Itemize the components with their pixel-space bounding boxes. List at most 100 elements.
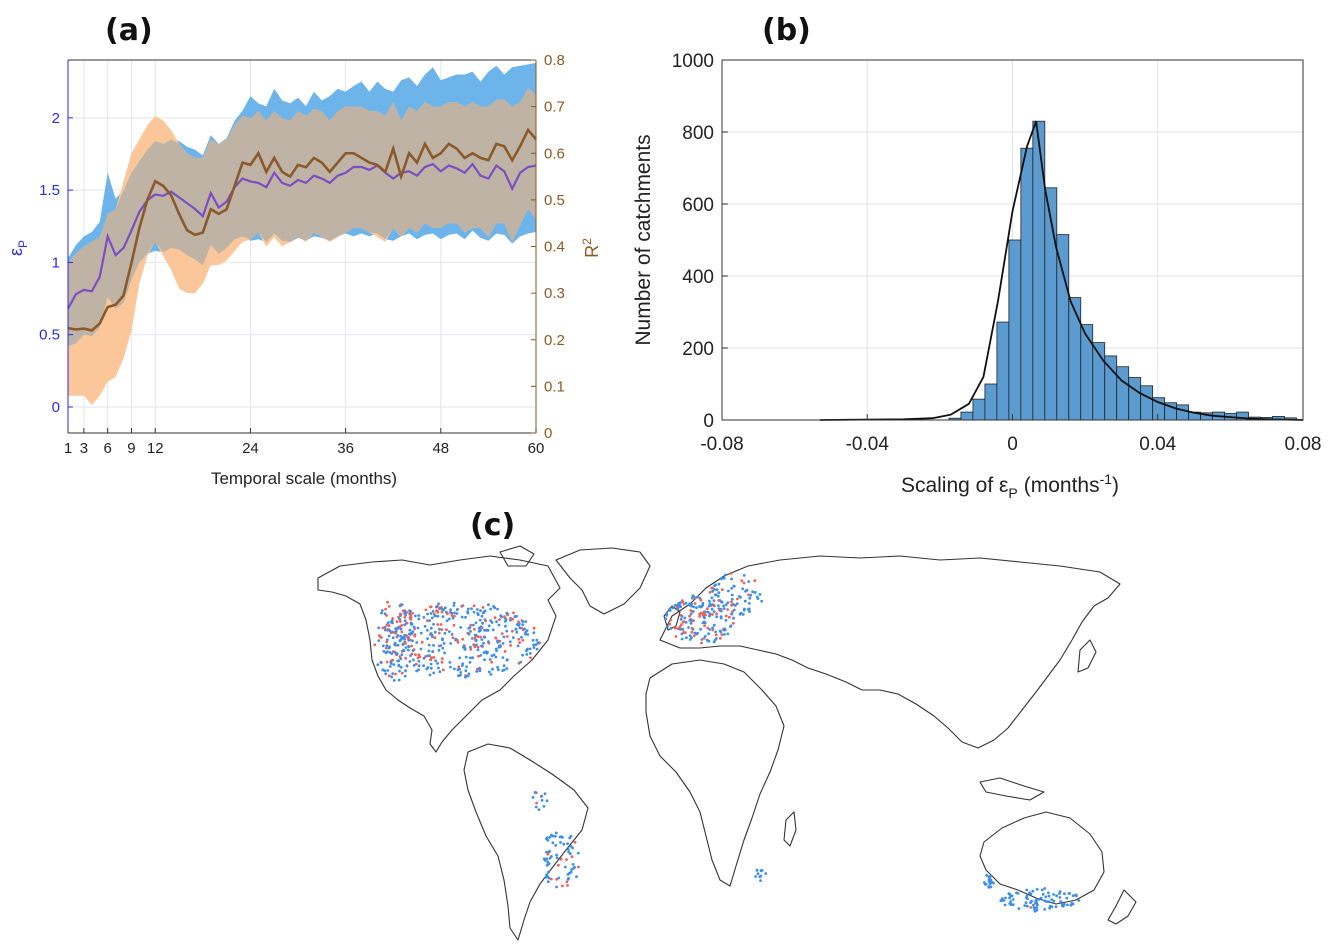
catchment-dot-751 [742,574,746,577]
catchment-dot-407 [451,636,455,640]
catchment-dot-726 [715,588,719,592]
catchment-dot-379 [485,651,489,655]
continent-australia [979,811,1105,905]
catchment-dot-876 [1043,908,1047,911]
catchment-dot-699 [673,626,677,630]
catchment-dot-970 [534,805,538,809]
catchment-dot-219 [501,669,504,672]
catchment-dot-696 [678,604,682,607]
catchment-dot-648 [693,631,697,635]
catchment-dot-250 [516,644,520,648]
catchment-dot-948 [987,885,990,888]
catchment-dot-949 [987,878,991,882]
catchment-dot-226 [517,637,521,641]
catchment-dot-150 [457,674,460,678]
catchment-dot-759 [713,584,717,587]
catchment-dot-628 [708,628,712,631]
catchment-dot-559 [679,617,683,621]
catchment-dot-687 [702,620,706,624]
catchment-dot-213 [535,647,539,651]
catchment-dot-720 [741,587,744,591]
catchment-dot-967 [540,794,543,798]
catchment-dot-958 [756,872,760,876]
panel-a-xtick-0: 1 [64,440,72,457]
catchment-dot-926 [1033,909,1037,913]
catchment-dot-477 [396,643,400,647]
island-new-zealand [1107,889,1137,925]
catchment-dot-888 [1044,895,1048,899]
catchment-dot-531 [700,638,704,641]
catchment-dot-548 [714,633,718,637]
catchment-dot-97 [519,660,523,664]
catchment-dot-647 [679,613,683,617]
catchment-dot-883 [1071,894,1075,898]
catchment-dot-500 [406,635,410,639]
catchment-dot-653 [693,602,697,605]
catchment-dot-610 [680,627,684,631]
catchment-dot-444 [383,669,387,673]
catchment-dot-394 [496,607,499,611]
catchment-dot-846 [1059,900,1062,903]
catchment-dot-311 [532,646,536,649]
catchment-dot-365 [463,647,467,650]
catchment-dot-378 [476,612,480,615]
panel-a-r2-line [67,127,537,332]
catchment-dot-750 [756,597,760,600]
panel-label-c: (c) [470,508,515,543]
catchment-dot-403 [429,605,432,609]
catchment-dot-105 [461,637,464,641]
catchment-dot-139 [473,645,477,649]
panel-b-xlabel-unit: (months [1024,474,1100,497]
catchment-dot-900 [1026,897,1029,901]
panel-b-xlabel-unit-close: ) [1112,474,1119,497]
panel-a-xtick-7: 48 [432,440,449,457]
catchment-dot-886 [1002,899,1006,902]
catchment-dot-690 [676,608,680,611]
panel-a-ytick-right-5: 0.5 [544,192,565,209]
catchment-dot-400 [487,603,490,607]
catchment-dot-521 [407,644,410,648]
catchment-dot-532 [687,626,690,629]
catchment-dot-36 [455,612,459,615]
catchment-dot-448 [381,644,385,648]
catchment-dot-331 [426,666,430,669]
catchment-dot-464 [395,652,399,656]
catchment-dot-760 [745,588,749,592]
catchment-dot-865 [1025,888,1029,892]
panel-b-xlabel-main: Scaling of ε [901,474,1008,497]
catchment-dot-734 [743,599,747,603]
catchment-dot-535 [688,634,692,637]
catchment-dot-235 [475,643,478,647]
catchment-dot-484 [397,664,401,668]
catchment-dot-829 [572,867,575,870]
catchment-dot-573 [708,612,712,616]
catchment-dot-406 [487,640,490,643]
catchment-dot-262 [489,673,493,676]
catchment-dot-774 [555,853,558,857]
catchment-dot-675 [731,610,734,613]
catchment-dot-747 [711,586,714,590]
catchment-dot-664 [688,619,692,622]
catchment-dot-153 [524,632,527,636]
catchment-dot-672 [689,609,693,612]
catchment-dot-207 [473,627,476,631]
catchment-dot-514 [389,660,393,664]
catchment-dot-839 [570,855,574,859]
catchment-dot-457 [382,650,386,653]
catchment-dot-209 [502,664,506,668]
catchment-dot-115 [429,626,433,630]
panel-b-ylabel: Number of catchments [632,134,655,345]
catchment-dot-450 [385,660,389,664]
catchment-dot-460 [404,656,408,660]
catchment-dot-757 [727,589,730,593]
catchment-dot-510 [377,639,381,642]
catchment-dot-612 [683,616,687,620]
catchment-dot-21 [466,674,470,678]
catchment-dot-525 [380,611,383,615]
catchment-dot-113 [470,607,473,610]
catchment-dot-919 [1016,892,1020,895]
panel-a-ylabel-right-sup: 2 [580,238,594,245]
catchment-dot-342 [509,644,512,647]
catchment-dot-738 [724,603,728,607]
catchment-dot-857 [1066,903,1069,907]
